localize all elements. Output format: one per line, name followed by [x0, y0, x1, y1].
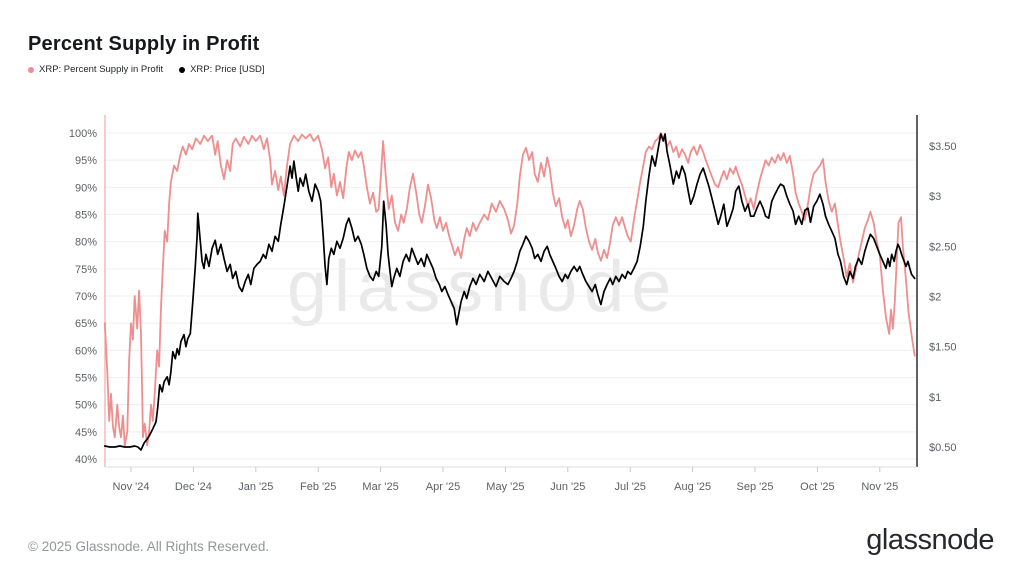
x-tick-label: Jun '25: [550, 481, 585, 493]
y-left-tick-label: 85%: [75, 210, 97, 222]
x-tick-label: Jan '25: [238, 481, 273, 493]
glassnode-watermark: glassnode: [287, 247, 679, 327]
supply-series-dot-icon: [28, 66, 34, 73]
x-tick-label: Dec '24: [175, 481, 212, 493]
x-tick-label: Apr '25: [426, 481, 461, 493]
y-right-tick-label: $3.50: [929, 141, 957, 153]
x-tick-label: May '25: [486, 481, 524, 493]
legend-item-supply-in-profit[interactable]: XRP: Percent Supply in Profit: [28, 64, 163, 75]
x-tick-label: Sep '25: [737, 481, 774, 493]
y-left-tick-label: 50%: [75, 400, 97, 412]
y-left-tick-label: 60%: [75, 345, 97, 357]
y-left-tick-label: 45%: [75, 427, 97, 439]
y-left-tick-label: 55%: [75, 373, 97, 385]
x-tick-label: Nov '25: [861, 481, 898, 493]
x-tick-label: Mar '25: [362, 481, 398, 493]
x-tick-label: Jul '25: [614, 481, 645, 493]
y-right-tick-label: $0.50: [929, 442, 957, 454]
x-tick-label: Nov '24: [113, 481, 150, 493]
y-right-tick-label: $2: [929, 292, 941, 304]
supply-in-profit-line: [103, 132, 916, 447]
y-left-tick-label: 80%: [75, 237, 97, 249]
y-right-tick-label: $1.50: [929, 342, 957, 354]
x-tick-label: Aug '25: [674, 481, 711, 493]
price-line: [103, 133, 916, 451]
copyright-text: © 2025 Glassnode. All Rights Reserved.: [28, 539, 270, 554]
legend-label-supply: XRP: Percent Supply in Profit: [39, 64, 164, 75]
y-left-tick-label: 65%: [75, 318, 97, 330]
y-left-tick-label: 75%: [75, 264, 97, 276]
legend-item-price[interactable]: XRP: Price [USD]: [179, 64, 265, 75]
glassnode-logo: glassnode: [866, 524, 994, 556]
y-right-tick-label: $3: [929, 191, 941, 203]
chart-legend: XRP: Percent Supply in Profit XRP: Price…: [28, 64, 265, 75]
x-tick-label: Feb '25: [300, 481, 336, 493]
y-right-tick-label: $1: [929, 392, 941, 404]
y-right-tick-label: $2.50: [929, 241, 957, 253]
page-title: Percent Supply in Profit: [28, 33, 260, 56]
price-series-dot-icon: [179, 66, 186, 73]
x-tick-label: Oct '25: [800, 481, 835, 493]
y-left-tick-label: 100%: [69, 128, 97, 140]
y-left-tick-label: 70%: [75, 291, 97, 303]
y-left-tick-label: 95%: [75, 155, 97, 167]
y-left-tick-label: 90%: [75, 182, 97, 194]
y-left-tick-label: 40%: [75, 454, 97, 466]
legend-label-price: XRP: Price [USD]: [190, 64, 265, 75]
